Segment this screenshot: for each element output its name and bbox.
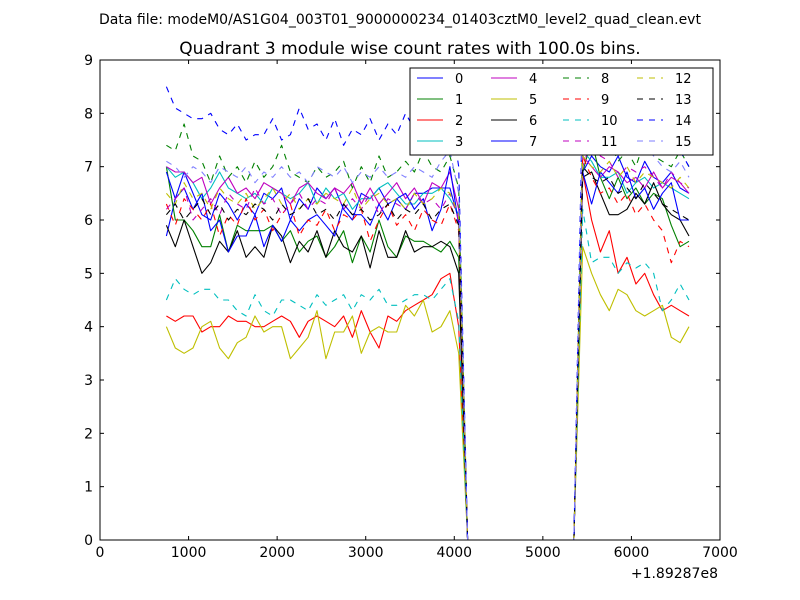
- y-tick-label: 8: [84, 106, 93, 122]
- series-layer: [165, 86, 690, 541]
- series-line-8: [166, 118, 690, 541]
- legend-label-6: 6: [529, 114, 537, 129]
- legend-label-15: 15: [675, 135, 692, 150]
- series-line-1: [165, 139, 690, 541]
- legend-label-14: 14: [675, 114, 692, 129]
- x-tick-label: 3000: [348, 545, 384, 561]
- y-tick-label: 1: [84, 480, 93, 496]
- y-tick-label: 4: [84, 320, 93, 336]
- series-line-10: [165, 208, 690, 541]
- legend-label-9: 9: [601, 93, 609, 108]
- legend-label-12: 12: [675, 72, 692, 87]
- y-tick-label: 2: [84, 426, 93, 442]
- y-tick-label: 0: [84, 533, 93, 549]
- legend-label-11: 11: [601, 135, 618, 150]
- x-tick-label: 4000: [436, 545, 472, 561]
- series-line-13: [165, 166, 690, 541]
- legend-label-4: 4: [529, 72, 537, 87]
- plot-frame: [99, 59, 721, 541]
- y-tick-label: 7: [84, 160, 93, 176]
- legend-label-0: 0: [455, 72, 463, 87]
- legend-label-2: 2: [455, 114, 463, 129]
- series-line-4: [166, 155, 690, 541]
- x-tick-label: 7000: [702, 545, 738, 561]
- legend-label-3: 3: [455, 135, 463, 150]
- x-tick-label: 2000: [259, 545, 295, 561]
- x-tick-label: 0: [96, 545, 105, 561]
- legend-label-10: 10: [601, 114, 618, 129]
- x-tick-label: 6000: [614, 545, 650, 561]
- data-file-label: Data file: modeM0/AS1G04_003T01_90000002…: [99, 12, 701, 28]
- series-line-0: [165, 155, 690, 541]
- x-tick-label: 5000: [525, 545, 561, 561]
- legend-label-1: 1: [455, 93, 463, 108]
- legend-label-13: 13: [675, 93, 692, 108]
- legend-label-8: 8: [601, 72, 609, 87]
- legend-label-5: 5: [529, 93, 537, 108]
- y-tick-label: 9: [84, 53, 93, 69]
- series-line-6: [165, 171, 690, 541]
- series-line-11: [165, 139, 690, 541]
- y-tick-label: 3: [84, 373, 93, 389]
- chart-title: Quadrant 3 module wise count rates with …: [179, 39, 640, 59]
- legend-label-7: 7: [529, 135, 537, 150]
- series-line-5: [165, 246, 690, 541]
- x-tick-label: 1000: [171, 545, 207, 561]
- y-tick-label: 5: [84, 266, 93, 282]
- y-tick-label: 6: [84, 213, 93, 229]
- series-line-9: [165, 155, 690, 541]
- x-offset-label: +1.89287e8: [631, 566, 718, 582]
